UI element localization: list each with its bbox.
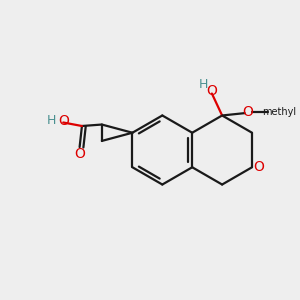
Text: O: O [253, 160, 264, 174]
Text: H: H [199, 78, 208, 91]
Text: methyl: methyl [262, 107, 296, 117]
Text: H: H [47, 114, 56, 127]
Text: O: O [206, 84, 217, 98]
Text: O: O [74, 146, 85, 161]
Text: O: O [243, 105, 254, 119]
Text: O: O [58, 114, 69, 128]
